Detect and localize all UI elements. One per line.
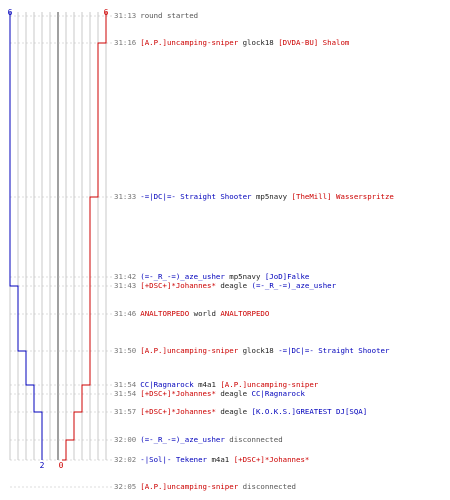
log-text: glock18 — [238, 38, 279, 47]
red-player-name: [+DSC+]*Johannes* — [140, 281, 216, 290]
log-time: 32:02 — [114, 455, 137, 464]
log-entry: 31:54 CC|Ragnarock m4a1 [A.P.]uncamping-s… — [114, 380, 318, 389]
red-end-count: 0 — [59, 461, 64, 470]
blue-player-name: (=-_R_-=)_aze_usher — [251, 281, 337, 290]
log-text: deagle — [215, 281, 252, 290]
log-text: m4a1 — [193, 380, 221, 389]
log-entry: 31:46 ANALTORPEDO world ANALTORPEDO — [114, 309, 269, 318]
log-time: 32:00 — [114, 435, 137, 444]
event-guide-lines — [10, 15, 112, 488]
red-player-name: [A.P.]uncamping-sniper — [220, 380, 319, 389]
log-entry: 32:02 -|Sol|- Tekener m4a1 [+DSC+]*Johann… — [114, 455, 309, 464]
red-player-name: [A.P.]uncamping-sniper — [140, 346, 239, 355]
log-time: 31:46 — [114, 309, 137, 318]
log-time: 31:54 — [114, 389, 137, 398]
log-text: world — [189, 309, 221, 318]
log-entry: 31:54 [+DSC+]*Johannes* deagle CC|Ragnaro… — [114, 389, 305, 398]
red-player-name: [TheMill] Wasserspritze — [291, 192, 394, 201]
log-time: 31:16 — [114, 38, 137, 47]
log-entry: 32:00 (=-_R_-=)_aze_usher disconnected — [114, 435, 283, 444]
blue-start-count: 6 — [8, 8, 13, 17]
red-start-count: 6 — [104, 8, 109, 17]
log-time: 31:33 — [114, 192, 137, 201]
blue-player-name: CC|Ragnarock — [140, 380, 194, 389]
log-entry: 32:05 [A.P.]uncamping-sniper disconnected — [114, 482, 296, 491]
log-text: round started — [140, 11, 199, 20]
red-player-name: [+DSC+]*Johannes* — [140, 407, 216, 416]
red-player-name: [+DSC+]*Johannes* — [233, 455, 310, 464]
blue-player-name: -=|DC|=- Straight Shooter — [278, 346, 390, 355]
blue-player-name: (=-_R_-=)_aze_usher — [140, 272, 225, 281]
blue-player-name: CC|Ragnarock — [251, 389, 305, 398]
blue-player-name: (=-_R_-=)_aze_usher — [140, 435, 225, 444]
red-player-name: ANALTORPEDO — [220, 309, 270, 318]
red-player-name: [A.P.]uncamping-sniper — [140, 482, 239, 491]
log-time: 31:42 — [114, 272, 137, 281]
red-player-name: [+DSC+]*Johannes* — [140, 389, 216, 398]
red-player-name: ANALTORPEDO — [140, 309, 190, 318]
log-time: 31:13 — [114, 11, 137, 20]
blue-player-name: [K.O.K.S.]GREATEST DJ[SQA] — [251, 407, 368, 416]
log-time: 31:57 — [114, 407, 137, 416]
log-time: 31:43 — [114, 281, 137, 290]
log-entry: 31:13 round started — [114, 11, 198, 20]
blue-player-name: [JoD]Falke — [264, 272, 310, 281]
log-text: mp5navy — [251, 192, 292, 201]
log-entry: 31:43 [+DSC+]*Johannes* deagle (=-_R_-=)_… — [114, 281, 336, 290]
red-player-name: [A.P.]uncamping-sniper — [140, 38, 239, 47]
log-entry: 31:50 [A.P.]uncamping-sniper glock18 -=|D… — [114, 346, 389, 355]
log-text: m4a1 — [207, 455, 234, 464]
blue-end-count: 2 — [40, 461, 45, 470]
grid-lines — [9, 12, 107, 460]
log-text: glock18 — [238, 346, 279, 355]
blue-player-name: -=|DC|=- Straight Shooter — [140, 192, 252, 201]
log-entry: 31:42 (=-_R_-=)_aze_usher mp5navy [JoD]Fa… — [114, 272, 309, 281]
log-time: 31:50 — [114, 346, 137, 355]
log-entry: 31:57 [+DSC+]*Johannes* deagle [K.O.K.S.]… — [114, 407, 367, 416]
log-text: deagle — [215, 407, 252, 416]
log-time: 31:54 — [114, 380, 137, 389]
log-text: deagle — [215, 389, 252, 398]
log-text: disconnected — [224, 435, 283, 444]
log-entry: 31:33 -=|DC|=- Straight Shooter mp5navy [… — [114, 192, 394, 201]
red-team-alive-line — [62, 12, 107, 461]
log-text: mp5navy — [224, 272, 265, 281]
blue-team-alive-line — [9, 12, 43, 460]
log-time: 32:05 — [114, 482, 137, 491]
log-text: disconnected — [238, 482, 296, 491]
log-entry: 31:16 [A.P.]uncamping-sniper glock18 [DVD… — [114, 38, 349, 47]
red-player-name: [DVDA-BU] Shalom — [278, 38, 350, 47]
blue-player-name: -|Sol|- Tekener — [140, 455, 207, 464]
